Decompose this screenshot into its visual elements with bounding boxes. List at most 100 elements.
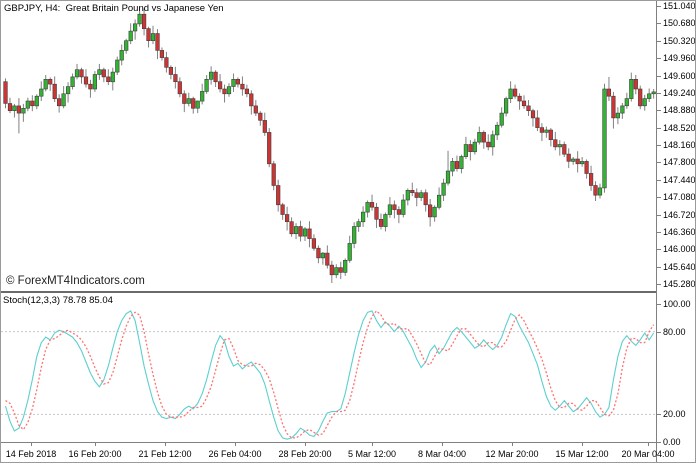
bear-candle (235, 79, 241, 85)
bull-candle (629, 79, 634, 99)
bull-candle (186, 98, 191, 104)
candlestick-chart[interactable] (1, 1, 656, 291)
bull-candle (133, 23, 138, 32)
bull-candle (137, 13, 142, 25)
bear-candle (410, 190, 415, 194)
time-axis-label: 16 Feb 20:00 (68, 449, 122, 459)
bull-candle (119, 50, 124, 61)
price-axis-tick (657, 93, 661, 94)
bear-candle (258, 112, 263, 121)
bear-candle (106, 76, 111, 83)
bear-candle (454, 161, 460, 169)
bear-candle (423, 192, 428, 206)
bear-candle (52, 83, 57, 99)
time-axis-label: 21 Feb 12:00 (138, 449, 192, 459)
price-axis-tick (657, 58, 661, 59)
bear-candle (177, 81, 182, 95)
bull-candle (490, 134, 495, 148)
price-axis-tick (657, 215, 661, 216)
bear-candle (298, 226, 303, 237)
time-axis-tick (31, 443, 32, 446)
indicator-axis-label: 20.00 (663, 409, 686, 419)
price-axis[interactable]: 151.040 150.680 150.320 149.960 149.600 149.2… (657, 1, 696, 462)
time-axis-label: 26 Feb 04:00 (208, 449, 262, 459)
bear-candle (56, 98, 62, 107)
bear-candle (284, 214, 290, 222)
bull-candle (302, 228, 308, 237)
bear-candle (468, 144, 473, 152)
bull-candle (320, 252, 326, 259)
price-axis-label: 148.520 (663, 123, 696, 133)
bull-candle (74, 69, 80, 78)
bull-candle (66, 86, 71, 95)
price-axis-label: 149.600 (663, 71, 696, 81)
bull-candle (195, 100, 200, 109)
bull-candle (597, 187, 603, 196)
bull-candle (34, 95, 39, 107)
time-axis-label: 20 Mar 04:00 (621, 449, 675, 459)
watermark: © ForexMT4Indicators.com (6, 275, 145, 287)
bull-candle (387, 204, 393, 215)
bear-candle (575, 158, 580, 165)
bull-candle (200, 91, 205, 102)
bear-candle (566, 153, 571, 162)
time-axis-label: 8 Mar 04:00 (417, 449, 467, 459)
time-axis-label: 12 Mar 20:00 (485, 449, 539, 459)
time-axis-label: 14 Feb 2018 (5, 449, 57, 459)
bear-candle (311, 238, 317, 249)
indicator-axis-tick (657, 304, 661, 305)
bear-candle (548, 129, 553, 140)
bear-candle (267, 132, 272, 165)
chart-symbol-title: GBPJPY, H4: Great Britain Pound vs Japan… (4, 3, 224, 14)
price-axis-tick (657, 267, 661, 268)
pane-separator[interactable] (1, 291, 656, 293)
stoch-k-line (4, 310, 655, 440)
bear-candle (101, 69, 106, 78)
bull-candle (128, 30, 133, 42)
time-axis-tick (95, 443, 96, 446)
bull-candle (110, 71, 115, 83)
bull-candle (499, 112, 504, 126)
price-axis-label: 149.960 (663, 53, 696, 63)
bull-candle (204, 79, 209, 92)
bull-candle (651, 91, 656, 95)
bear-candle (83, 76, 89, 85)
bull-candle (620, 105, 625, 114)
indicator-axis-label: 80.00 (663, 327, 686, 337)
bull-candle (432, 206, 437, 218)
bear-candle (638, 88, 643, 107)
bear-candle (539, 127, 544, 133)
bear-candle (338, 267, 343, 273)
bear-candle (289, 221, 294, 235)
bear-candle (535, 117, 540, 128)
bear-candle (16, 105, 22, 114)
bear-candle (182, 93, 187, 104)
bull-candle (352, 226, 357, 244)
price-axis-label: 147.800 (663, 157, 696, 167)
axis-border-line (656, 1, 657, 462)
bear-candle (271, 163, 276, 186)
time-axis-line (1, 442, 656, 443)
bull-candle (436, 194, 442, 208)
bull-candle (579, 161, 585, 165)
price-axis-label: 146.000 (663, 244, 696, 254)
stochastic-chart[interactable] (1, 293, 656, 443)
bear-candle (164, 57, 169, 68)
bear-candle (427, 204, 433, 218)
indicator-label: Stoch(12,3,3) 78.78 85.04 (3, 295, 113, 306)
bear-candle (329, 264, 334, 276)
bear-candle (249, 93, 254, 107)
bear-candle (378, 219, 384, 227)
price-axis-label: 145.280 (663, 279, 696, 289)
bear-candle (396, 209, 402, 215)
bear-candle (588, 173, 594, 186)
bear-candle (486, 141, 491, 148)
time-axis[interactable]: 14 Feb 2018 16 Feb 20:00 21 Feb 12:00 26 Fe… (1, 443, 695, 462)
price-axis-tick (657, 76, 661, 77)
bear-candle (146, 28, 151, 42)
price-axis-tick (657, 162, 661, 163)
bull-candle (405, 190, 410, 201)
bull-candle (441, 182, 446, 196)
price-axis-tick (657, 6, 661, 7)
price-axis-label: 147.080 (663, 192, 696, 202)
